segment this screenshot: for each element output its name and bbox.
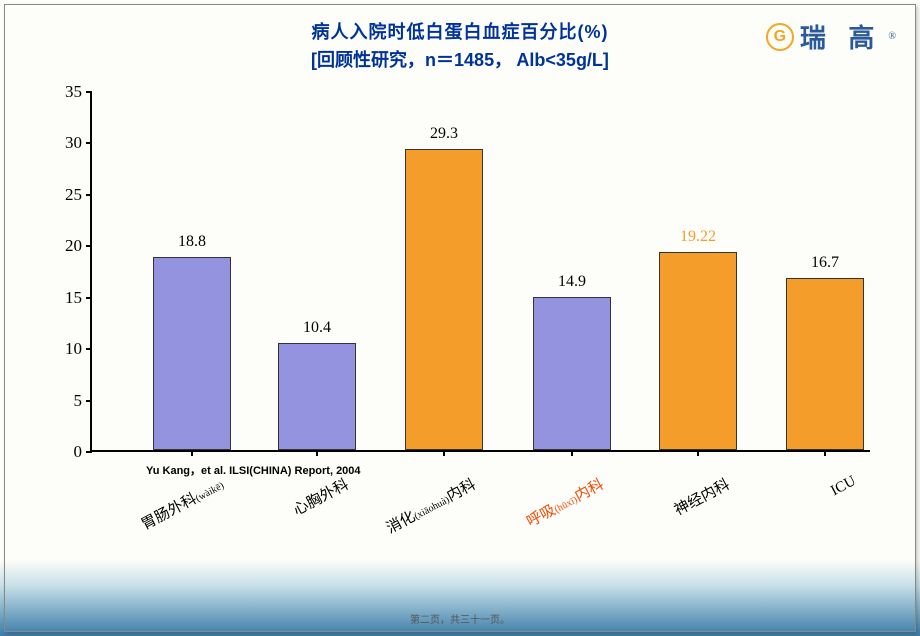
- y-tick-label: 0: [74, 442, 83, 462]
- bar-value-label: 18.8: [178, 233, 206, 251]
- y-tick-mark: [86, 451, 92, 453]
- chart-title: 病人入院时低白蛋白血症百分比(%) [回顾性研究，n＝1485， Alb<35g…: [0, 18, 920, 72]
- bar-value-label: 16.7: [811, 254, 839, 272]
- bar: [659, 252, 737, 450]
- bar: [405, 149, 483, 450]
- y-tick-mark: [86, 245, 92, 247]
- x-tick-mark: [443, 450, 445, 456]
- bar-value-label: 14.9: [558, 273, 586, 291]
- y-tick-label: 10: [65, 339, 82, 359]
- title-line-2: [回顾性研究，n＝1485， Alb<35g/L]: [0, 46, 920, 72]
- y-axis: 05101520253035: [38, 92, 90, 452]
- bar: [786, 278, 864, 450]
- citation-text: Yu Kang，et al. ILSI(CHINA) Report, 2004: [146, 462, 361, 478]
- y-tick-mark: [86, 297, 92, 299]
- bar-value-label: 29.3: [430, 125, 458, 143]
- plot-area: 18.8胃肠外科(wàikē)10.4心胸外科29.3消化(xiāohuà)内科…: [90, 92, 870, 452]
- y-tick-label: 30: [65, 133, 82, 153]
- y-tick-mark: [86, 142, 92, 144]
- x-tick-mark: [191, 450, 193, 456]
- x-tick-mark: [571, 450, 573, 456]
- bar-value-label: 19.22: [680, 228, 716, 246]
- bar-value-label: 10.4: [303, 319, 331, 337]
- page-footer: 第二页，共三十一页。: [0, 611, 920, 626]
- y-tick-label: 15: [65, 288, 82, 308]
- title-line-1: 病人入院时低白蛋白血症百分比(%): [0, 18, 920, 44]
- y-tick-mark: [86, 194, 92, 196]
- x-tick-mark: [697, 450, 699, 456]
- x-tick-mark: [824, 450, 826, 456]
- y-tick-label: 35: [65, 82, 82, 102]
- y-tick-mark: [86, 348, 92, 350]
- y-tick-label: 25: [65, 185, 82, 205]
- bar: [278, 343, 356, 450]
- bar: [153, 257, 231, 450]
- y-tick-mark: [86, 91, 92, 93]
- y-tick-label: 5: [74, 391, 83, 411]
- y-tick-mark: [86, 400, 92, 402]
- x-tick-mark: [316, 450, 318, 456]
- y-tick-label: 20: [65, 236, 82, 256]
- bar: [533, 297, 611, 450]
- chart-area: 05101520253035 18.8胃肠外科(wàikē)10.4心胸外科29…: [38, 92, 878, 492]
